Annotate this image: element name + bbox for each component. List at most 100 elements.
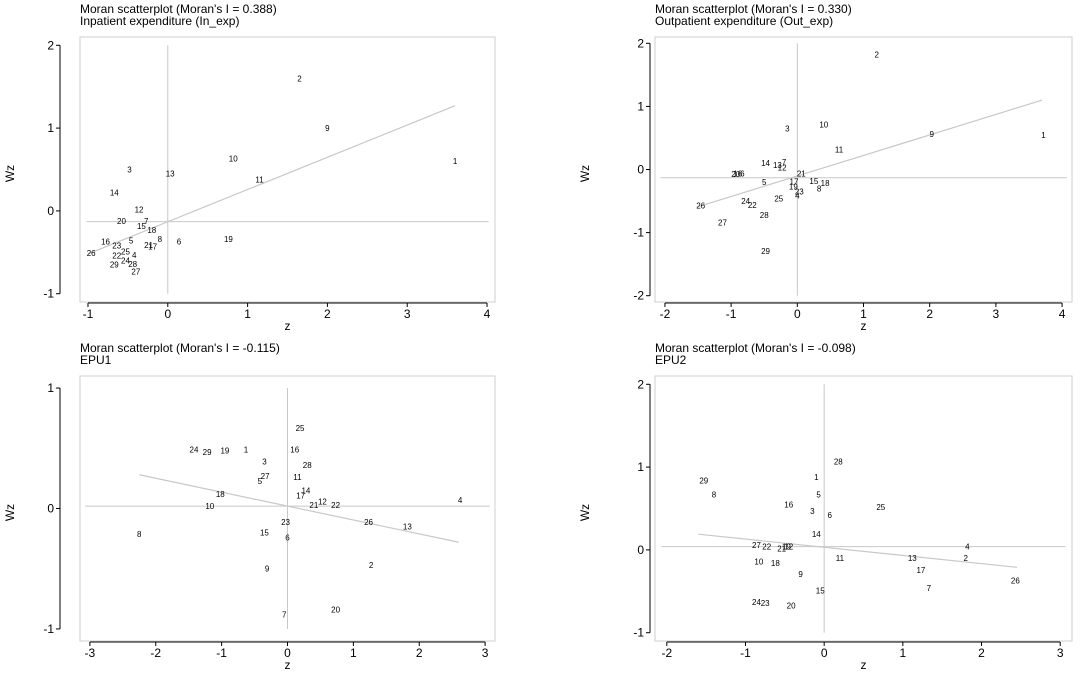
data-point-21: 21 [309,501,318,510]
data-point-28: 28 [128,260,137,269]
fitted-line [139,474,459,543]
data-point-3: 3 [127,166,132,175]
data-point-10: 10 [819,121,828,130]
x-tick-label: -3 [85,646,96,660]
data-point-16: 16 [290,445,299,454]
data-point-1: 1 [453,157,458,166]
y-axis-label: Wz [578,165,592,182]
data-point-13: 13 [403,523,412,532]
data-point-10: 10 [205,502,214,511]
y-tick-label: 2 [637,377,644,391]
fitted-line [698,533,1017,568]
data-point-24: 24 [190,445,199,454]
data-point-1: 1 [244,445,249,454]
data-point-7: 7 [282,611,287,620]
data-point-25: 25 [876,503,885,512]
data-point-5: 5 [258,477,263,486]
data-point-25: 25 [296,424,305,433]
x-axis-label: z [285,658,291,672]
x-tick-label: 2 [926,307,933,321]
data-point-26: 26 [1011,577,1020,586]
data-point-4: 4 [795,191,800,200]
x-tick-label: -2 [661,646,672,660]
data-point-25: 25 [774,195,783,204]
data-point-17: 17 [148,243,157,252]
data-point-12: 12 [135,205,144,214]
data-point-29: 29 [203,448,212,457]
data-point-14: 14 [301,486,310,495]
data-point-23: 23 [795,188,804,197]
data-point-6: 6 [740,169,745,178]
y-axis-label: Wz [3,504,17,521]
data-point-1: 1 [1041,131,1046,140]
x-axis-label: z [861,658,867,672]
data-point-22: 22 [748,201,757,210]
data-point-18: 18 [147,226,156,235]
data-point-29: 29 [110,261,119,270]
plot-frame [79,375,496,642]
data-point-23: 23 [112,242,121,251]
chart-subtitle: EPU2 [655,353,687,367]
x-tick-label: 0 [821,646,828,660]
data-point-11: 11 [835,145,844,154]
y-tick-label: 1 [637,460,644,474]
data-point-24: 24 [121,257,130,266]
plot-frame [79,36,496,303]
data-point-23: 23 [281,518,290,527]
data-point-29: 29 [761,247,770,256]
x-tick-label: 3 [404,307,411,321]
y-tick-label: -1 [633,226,644,240]
data-point-18: 18 [821,179,830,188]
data-point-8: 8 [712,490,717,499]
chart-title: Moran scatterplot (Moran's I = -0.098) [655,341,856,355]
x-tick-label: 4 [484,307,491,321]
data-point-10: 10 [754,558,763,567]
y-tick-label: -1 [633,626,644,640]
x-tick-label: 0 [164,307,171,321]
y-tick-label: -1 [43,622,54,636]
data-point-3: 3 [810,507,815,516]
data-point-1: 1 [814,473,819,482]
data-point-20: 20 [331,606,340,615]
y-tick-label: 2 [637,36,644,50]
x-tick-label: -2 [660,307,671,321]
chart-title: Moran scatterplot (Moran's I = 0.330) [655,2,852,16]
data-point-7: 7 [782,158,787,167]
data-point-11: 11 [293,473,302,482]
data-point-15: 15 [809,177,818,186]
data-point-21: 21 [144,241,153,250]
data-point-26: 26 [364,518,373,527]
data-point-25: 25 [121,247,130,256]
data-point-4: 4 [132,251,137,260]
data-point-6: 6 [285,533,290,542]
chart-subtitle: Outpatient expenditure (Out_exp) [655,14,833,28]
data-point-5: 5 [762,178,767,187]
data-point-16: 16 [101,238,110,247]
x-tick-label: 2 [978,646,985,660]
data-point-16: 16 [733,169,742,178]
data-point-12: 12 [784,543,793,552]
fitted-line [697,99,1043,208]
data-point-15: 15 [260,529,269,538]
data-point-21: 21 [797,169,806,178]
data-point-2: 2 [369,561,374,570]
x-axis-label: z [285,319,291,333]
data-point-5: 5 [816,490,821,499]
data-point-3: 3 [262,458,267,467]
data-point-17: 17 [790,177,799,186]
x-tick-label: 0 [794,307,801,321]
x-tick-label: 3 [482,646,489,660]
data-point-12: 12 [318,497,327,506]
x-tick-label: 1 [350,646,357,660]
data-point-13: 13 [773,161,782,170]
x-tick-label: 2 [416,646,423,660]
data-point-28: 28 [303,461,312,470]
x-tick-label: -2 [150,646,161,660]
x-tick-label: -1 [216,646,227,660]
data-point-7: 7 [927,584,932,593]
data-point-6: 6 [827,511,832,520]
data-point-9: 9 [798,570,803,579]
data-point-29: 29 [699,476,708,485]
data-point-20: 20 [117,217,126,226]
data-point-16: 16 [784,500,793,509]
